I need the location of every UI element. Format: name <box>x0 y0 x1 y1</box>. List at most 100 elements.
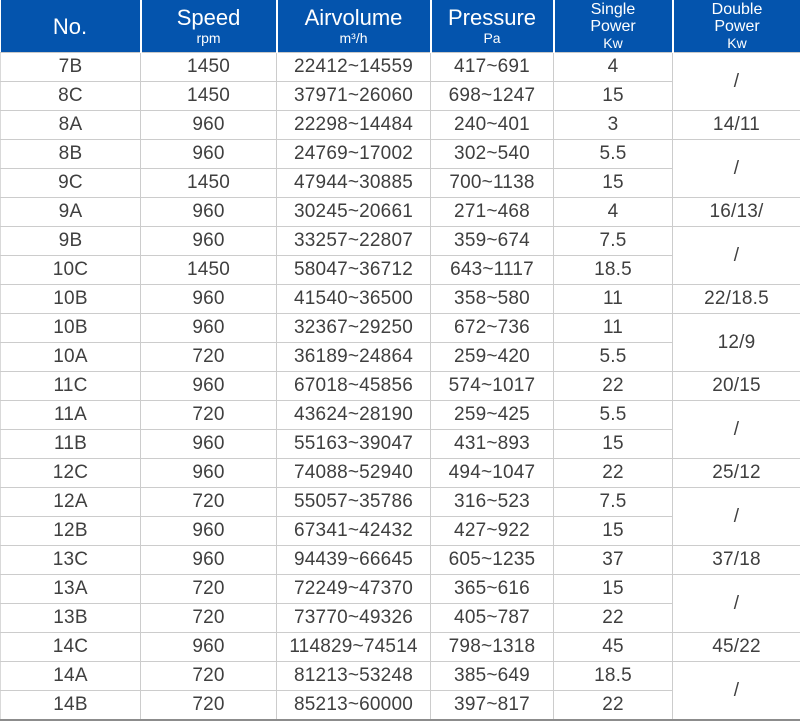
cell-no: 11C <box>0 371 141 401</box>
cell-double-power: / <box>672 487 800 546</box>
cell-single-power: 11 <box>553 313 673 343</box>
cell-no: 10A <box>0 342 141 372</box>
cell-pressure: 365~616 <box>430 574 554 604</box>
table-row: 13B 720 73770~49326 405~787 22 <box>0 603 800 633</box>
cell-speed: 960 <box>140 197 277 227</box>
col-header-single-power-unit: Kw <box>603 35 623 51</box>
table-row: 10C 1450 58047~36712 643~1117 18.5 <box>0 255 800 285</box>
cell-double-power: / <box>672 226 800 285</box>
cell-speed: 960 <box>140 429 277 459</box>
table-header: No. Speed rpm Airvolume m³/h <box>0 0 800 53</box>
cell-no: 13B <box>0 603 141 633</box>
cell-airvolume: 22412~14559 <box>276 52 431 82</box>
col-header-no-label: No. <box>52 13 88 39</box>
cell-no: 9B <box>0 226 141 256</box>
cell-no: 11A <box>0 400 141 430</box>
cell-speed: 960 <box>140 458 277 488</box>
cell-pressure: 672~736 <box>430 313 554 343</box>
cell-double-power: / <box>672 139 800 198</box>
cell-airvolume: 74088~52940 <box>276 458 431 488</box>
cell-speed: 720 <box>140 400 277 430</box>
cell-double-power: 25/12 <box>672 458 800 488</box>
cell-double-power: / <box>672 574 800 633</box>
cell-speed: 1450 <box>140 255 277 285</box>
table-row: 13A 720 72249~47370 365~616 15/ <box>0 574 800 633</box>
cell-double-power: 20/15 <box>672 371 800 401</box>
cell-pressure: 431~893 <box>430 429 554 459</box>
table-row: 7B 1450 22412~14559 417~691 4/ <box>0 52 800 111</box>
table-row: 9B 960 33257~22807 359~674 7.5/ <box>0 226 800 285</box>
table-row: 10A 720 36189~24864 259~420 5.5 <box>0 342 800 372</box>
cell-speed: 960 <box>140 284 277 314</box>
cell-speed: 960 <box>140 226 277 256</box>
cell-no: 10B <box>0 313 141 343</box>
cell-airvolume: 67018~45856 <box>276 371 431 401</box>
cell-pressure: 798~1318 <box>430 632 554 662</box>
table-row: 12B 960 67341~42432 427~922 15 <box>0 516 800 546</box>
cell-airvolume: 30245~20661 <box>276 197 431 227</box>
cell-airvolume: 67341~42432 <box>276 516 431 546</box>
cell-double-power: 22/18.5 <box>672 284 800 314</box>
cell-no: 8A <box>0 110 141 140</box>
col-header-speed-unit: rpm <box>196 30 221 46</box>
cell-no: 10B <box>0 284 141 314</box>
spec-table-body: 7B 1450 22412~14559 417~691 4/8C 1450 37971~26… <box>0 52 800 721</box>
col-header-double-power-line1: Double <box>711 1 763 18</box>
cell-speed: 960 <box>140 110 277 140</box>
cell-single-power: 45 <box>553 632 673 662</box>
col-header-airvolume: Airvolume m³/h <box>275 0 431 53</box>
cell-speed: 960 <box>140 632 277 662</box>
cell-pressure: 427~922 <box>430 516 554 546</box>
cell-airvolume: 33257~22807 <box>276 226 431 256</box>
cell-no: 13A <box>0 574 141 604</box>
cell-airvolume: 85213~60000 <box>276 690 431 721</box>
cell-no: 8B <box>0 139 141 169</box>
cell-speed: 720 <box>140 574 277 604</box>
cell-no: 7B <box>0 52 141 82</box>
cell-single-power: 11 <box>553 284 673 314</box>
cell-single-power: 3 <box>553 110 673 140</box>
table-row: 11B 960 55163~39047 431~893 15 <box>0 429 800 459</box>
cell-single-power: 15 <box>553 574 673 604</box>
cell-airvolume: 114829~74514 <box>276 632 431 662</box>
col-header-pressure-label: Pressure <box>447 5 537 30</box>
cell-single-power: 37 <box>553 545 673 575</box>
col-header-airvolume-unit: m³/h <box>339 30 368 46</box>
table-row: 9C 1450 47944~30885 700~1138 15 <box>0 168 800 198</box>
table-row: 13C 960 94439~66645 605~1235 37 37/18 <box>0 545 800 575</box>
cell-speed: 720 <box>140 603 277 633</box>
cell-no: 8C <box>0 81 141 111</box>
cell-airvolume: 55057~35786 <box>276 487 431 517</box>
cell-no: 14B <box>0 690 141 721</box>
cell-no: 12C <box>0 458 141 488</box>
cell-no: 12A <box>0 487 141 517</box>
cell-double-power: 14/11 <box>672 110 800 140</box>
cell-single-power: 18.5 <box>553 661 673 691</box>
cell-single-power: 5.5 <box>553 342 673 372</box>
cell-airvolume: 37971~26060 <box>276 81 431 111</box>
table-row: 8A 960 22298~14484 240~401 3 14/11 <box>0 110 800 140</box>
cell-pressure: 397~817 <box>430 690 554 721</box>
cell-pressure: 259~425 <box>430 400 554 430</box>
cell-no: 9A <box>0 197 141 227</box>
cell-no: 9C <box>0 168 141 198</box>
table-row: 10B 960 41540~36500 358~580 11 22/18.5 <box>0 284 800 314</box>
cell-airvolume: 72249~47370 <box>276 574 431 604</box>
cell-airvolume: 43624~28190 <box>276 400 431 430</box>
col-header-single-power-line1: Single <box>590 1 636 18</box>
cell-single-power: 22 <box>553 371 673 401</box>
table-row: 12A 720 55057~35786 316~523 7.5/ <box>0 487 800 546</box>
cell-double-power: / <box>672 400 800 459</box>
header-row: No. Speed rpm Airvolume m³/h <box>0 0 800 53</box>
cell-pressure: 417~691 <box>430 52 554 82</box>
cell-single-power: 7.5 <box>553 226 673 256</box>
col-header-pressure-unit: Pa <box>483 30 501 46</box>
cell-no: 12B <box>0 516 141 546</box>
cell-single-power: 7.5 <box>553 487 673 517</box>
cell-airvolume: 32367~29250 <box>276 313 431 343</box>
col-header-single-power: Single Power Kw <box>552 0 673 53</box>
cell-speed: 960 <box>140 371 277 401</box>
col-header-airvolume-label: Airvolume <box>304 5 403 30</box>
